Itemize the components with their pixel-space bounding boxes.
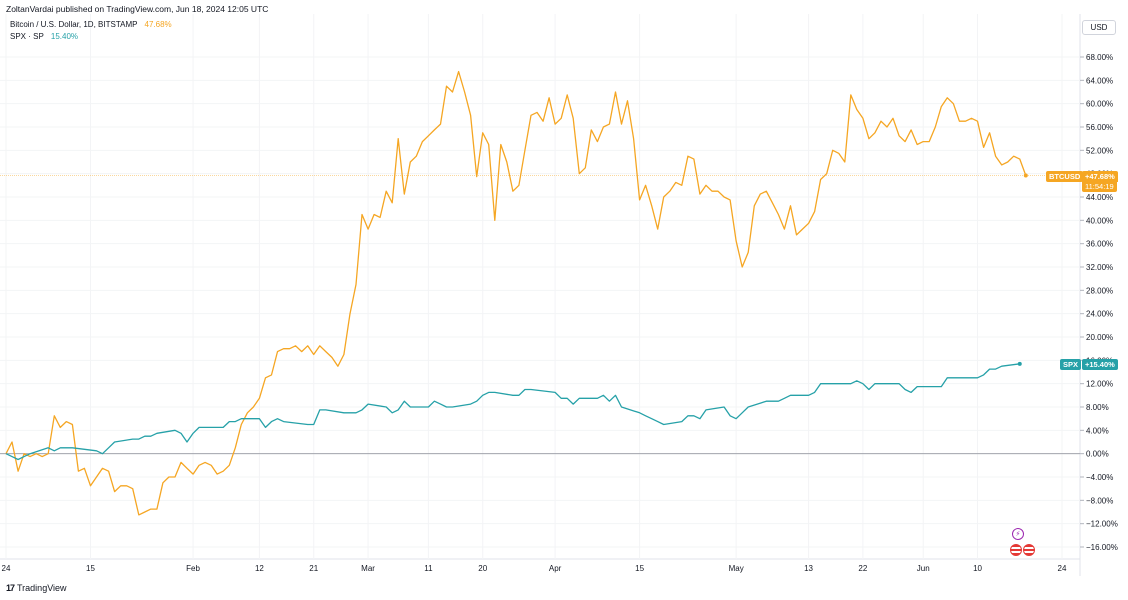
- y-tick-label: 64.00%: [1086, 76, 1113, 85]
- published-line: ZoltanVardai published on TradingView.co…: [6, 4, 269, 14]
- y-tick-label: 40.00%: [1086, 216, 1113, 225]
- x-tick-label: 13: [804, 564, 813, 573]
- y-tick-label: 32.00%: [1086, 263, 1113, 272]
- y-tick-label: −16.00%: [1086, 543, 1118, 552]
- y-tick-label: 4.00%: [1086, 426, 1109, 435]
- x-tick-label: 15: [635, 564, 644, 573]
- x-tick-label: May: [729, 564, 744, 573]
- x-tick-label: 12: [255, 564, 264, 573]
- y-tick-label: −8.00%: [1086, 496, 1113, 505]
- y-tick-label: 68.00%: [1086, 53, 1113, 62]
- btc-last-point: [1023, 173, 1028, 178]
- x-tick-label: 24: [1058, 564, 1067, 573]
- series-lines: [0, 70, 1080, 516]
- x-tick-label: 11: [424, 564, 433, 573]
- y-tick-label: 44.00%: [1086, 193, 1113, 202]
- brand-name: TradingView: [17, 583, 67, 593]
- spx-series-line: [5, 363, 1020, 461]
- btc-series-line: [5, 70, 1027, 516]
- legend-item-btc[interactable]: Bitcoin / U.S. Dollar, 1D, BITSTAMP 47.6…: [10, 20, 172, 29]
- legend-value: 47.68%: [144, 20, 172, 29]
- gridlines: [0, 14, 1080, 559]
- x-tick-label: Feb: [186, 564, 200, 573]
- legend-item-spx[interactable]: SPX · SP 15.40%: [10, 32, 78, 41]
- x-tick-label: Jun: [917, 564, 930, 573]
- y-tick-label: 12.00%: [1086, 380, 1113, 389]
- y-tick-label: 36.00%: [1086, 240, 1113, 249]
- us-flag-icon[interactable]: [1023, 544, 1035, 556]
- x-tick-label: 20: [478, 564, 487, 573]
- y-tick-label: −4.00%: [1086, 473, 1113, 482]
- x-tick-label: 15: [86, 564, 95, 573]
- lightning-icon[interactable]: ⚡: [1012, 528, 1024, 540]
- y-tick-label: 28.00%: [1086, 286, 1113, 295]
- y-axis-ticks: 68.00%64.00%60.00%56.00%52.00%48.00%44.0…: [1080, 53, 1118, 552]
- y-tick-label: 52.00%: [1086, 146, 1113, 155]
- legend-label: SPX · SP: [10, 32, 44, 41]
- y-tick-label: 24.00%: [1086, 310, 1113, 319]
- x-tick-label: 21: [309, 564, 318, 573]
- x-axis-ticks: 24 15 Feb 12 21 Mar 11 20 Apr 15 May 13 22 Jun 10 24: [2, 564, 1067, 573]
- spx-last-point: [1017, 361, 1022, 366]
- x-tick-label: 10: [973, 564, 982, 573]
- y-tick-label: 56.00%: [1086, 123, 1113, 132]
- tradingview-mark-icon: 17: [6, 583, 15, 593]
- btc-value-tag: +47.68%: [1082, 170, 1118, 182]
- btc-symbol-tag: BTCUSD: [1046, 170, 1084, 182]
- x-tick-label: 22: [858, 564, 867, 573]
- x-tick-label: 24: [2, 564, 11, 573]
- legend-value: 15.40%: [50, 32, 79, 41]
- y-tick-label: −12.00%: [1086, 520, 1118, 529]
- btc-countdown-tag: 11:54:19: [1082, 180, 1117, 192]
- y-tick-label: 20.00%: [1086, 333, 1113, 342]
- x-tick-label: Apr: [549, 564, 562, 573]
- spx-value-tag: +15.40%: [1082, 358, 1118, 370]
- y-tick-label: 60.00%: [1086, 100, 1113, 109]
- spx-symbol-tag: SPX: [1060, 358, 1082, 370]
- tradingview-logo[interactable]: 17 TradingView: [6, 583, 67, 593]
- y-tick-label: 8.00%: [1086, 403, 1109, 412]
- us-flag-icon[interactable]: [1010, 544, 1022, 556]
- legend-label: Bitcoin / U.S. Dollar, 1D, BITSTAMP: [10, 20, 138, 29]
- y-tick-label: 0.00%: [1086, 450, 1109, 459]
- x-tick-label: Mar: [361, 564, 375, 573]
- currency-button[interactable]: USD: [1082, 20, 1116, 35]
